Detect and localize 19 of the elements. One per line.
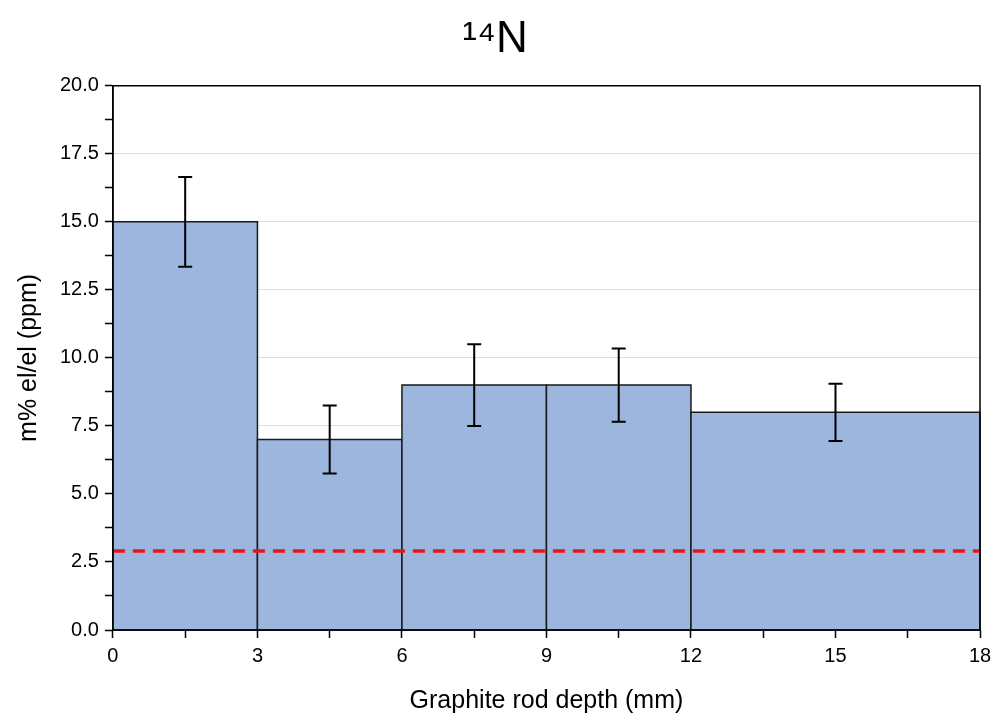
y-tick-label: 15.0 bbox=[59, 209, 99, 232]
x-tick-label: 6 bbox=[396, 643, 408, 666]
x-tick-label: 15 bbox=[824, 643, 847, 666]
y-tick-label: 7.5 bbox=[71, 413, 99, 436]
y-tick-label: 5.0 bbox=[71, 481, 99, 504]
x-tick-label: 18 bbox=[968, 643, 992, 666]
x-tick-label: 3 bbox=[251, 643, 263, 666]
y-tick-label: 2.5 bbox=[71, 549, 99, 572]
x-tick-label: 9 bbox=[540, 643, 553, 666]
x-tick-label: 0 bbox=[107, 643, 119, 666]
y-axis-title: m% el/el (ppm) bbox=[12, 273, 41, 442]
y-tick-label: 10.0 bbox=[59, 345, 99, 368]
x-tick-label: 12 bbox=[679, 643, 703, 666]
y-tick-label: 20.0 bbox=[59, 73, 99, 96]
x-axis-title: Graphite rod depth (mm) bbox=[409, 684, 684, 713]
y-tick-label: 0.0 bbox=[71, 617, 99, 640]
y-tick-label: 12.5 bbox=[59, 277, 99, 300]
chart-title: ¹⁴N bbox=[462, 11, 528, 61]
y-tick-label: 17.5 bbox=[59, 141, 99, 164]
